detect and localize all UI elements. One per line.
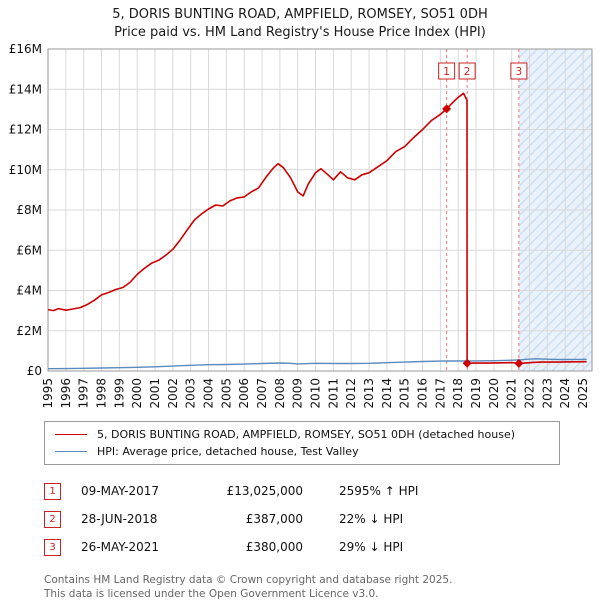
legend-entry-hpi: HPI: Average price, detached house, Test… (55, 443, 549, 460)
sale-date: 26-MAY-2021 (81, 540, 160, 555)
sale-marker-2: 2 (44, 510, 61, 528)
transactions-table: 1 09-MAY-2017 £13,025,000 2595% ↑ HPI 2 … (44, 477, 600, 561)
x-axis-tick-label: 2022 (523, 378, 537, 409)
chart-header: 5, DORIS BUNTING ROAD, AMPFIELD, ROMSEY,… (0, 0, 600, 41)
x-axis-tick-label: 2014 (380, 378, 394, 409)
price-history-chart: 1 2 3 £0 £2M £4M £6M £8M £10M £12M £14M £16M 1995 199… (9, 42, 593, 409)
legend-label-property: 5, DORIS BUNTING ROAD, AMPFIELD, ROMSEY,… (97, 428, 516, 442)
x-axis-tick-label: 2020 (487, 378, 501, 409)
sale-date: 09-MAY-2017 (81, 484, 160, 499)
x-axis-tick-label: 1998 (95, 378, 109, 409)
sale-price: £387,000 (245, 512, 303, 527)
x-axis-tick-label: 2016 (416, 378, 430, 409)
legend: 5, DORIS BUNTING ROAD, AMPFIELD, ROMSEY,… (44, 421, 560, 466)
x-axis-tick-label: 1999 (112, 378, 126, 409)
property-price-line (47, 92, 587, 365)
sale-marker-1: 1 (44, 482, 61, 500)
sale-point-diamond (514, 358, 524, 368)
x-axis-tick-label: 2000 (130, 378, 144, 409)
legend-label-hpi: HPI: Average price, detached house, Test… (97, 445, 359, 459)
y-axis-tick-label: £4M (16, 284, 42, 298)
x-axis-tick-label: 2023 (540, 378, 554, 409)
sale-hpi-delta: 22% ↓ HPI (339, 512, 404, 527)
x-axis-tick-label: 1996 (59, 378, 73, 409)
license-footer: Contains HM Land Registry data © Crown c… (44, 573, 600, 601)
x-axis-tick-label: 2009 (291, 378, 305, 409)
x-axis-tick-label: 1995 (41, 378, 55, 409)
footer-line-1: Contains HM Land Registry data © Crown c… (44, 574, 453, 587)
sale-marker-3: 3 (44, 538, 61, 556)
x-axis-tick-label: 2015 (398, 378, 412, 409)
x-axis-tick-label: 2011 (326, 378, 340, 409)
x-axis-tick-label: 2024 (558, 378, 572, 409)
x-axis-tick-label: 2001 (148, 378, 162, 409)
y-axis-tick-label: £6M (16, 243, 42, 257)
sale-point-diamond (442, 104, 452, 114)
y-axis-tick-label: £0 (27, 364, 42, 378)
sale-marker-number: 2 (464, 66, 471, 78)
x-axis-tick-label: 2017 (433, 378, 447, 409)
footer-line-2: This data is licensed under the Open Gov… (44, 588, 379, 601)
sale-price: £13,025,000 (226, 484, 303, 499)
property-line-sample-icon (55, 434, 87, 436)
x-axis-tick-label: 2012 (344, 378, 358, 409)
sale-hpi-delta: 2595% ↑ HPI (339, 484, 419, 499)
hpi-line (47, 358, 587, 370)
sale-date: 28-JUN-2018 (81, 512, 158, 527)
sale-marker-box (458, 62, 476, 80)
x-axis-tick-label: 2019 (469, 378, 483, 409)
y-axis-tick-label: £2M (16, 324, 42, 338)
sale-hpi-delta: 29% ↓ HPI (339, 540, 404, 555)
x-axis-tick-label: 2006 (237, 378, 251, 409)
x-axis-tick-label: 2010 (309, 378, 323, 409)
legend-entry-property: 5, DORIS BUNTING ROAD, AMPFIELD, ROMSEY,… (55, 426, 549, 443)
table-row: 2 28-JUN-2018 £387,000 22% ↓ HPI (44, 505, 600, 533)
sale-marker-box (438, 62, 456, 80)
table-row: 3 26-MAY-2021 £380,000 29% ↓ HPI (44, 533, 600, 561)
x-axis-tick-label: 2004 (202, 378, 216, 409)
sale-price: £380,000 (245, 540, 303, 555)
y-axis-tick-label: £14M (9, 82, 42, 96)
table-row: 1 09-MAY-2017 £13,025,000 2595% ↑ HPI (44, 477, 600, 505)
y-axis-tick-label: £16M (9, 42, 42, 56)
y-axis-tick-label: £8M (16, 203, 42, 217)
x-axis-tick-label: 2008 (273, 378, 287, 409)
x-axis-tick-label: 1997 (77, 378, 91, 409)
plot-border (47, 48, 593, 372)
x-axis-tick-label: 2002 (166, 378, 180, 409)
x-axis-tick-label: 2025 (576, 378, 590, 409)
hpi-line-sample-icon (55, 451, 87, 453)
y-axis-tick-label: £12M (9, 123, 42, 137)
x-axis-tick-label: 2013 (362, 378, 376, 409)
x-axis-tick-label: 2005 (219, 378, 233, 409)
x-axis-tick-label: 2007 (255, 378, 269, 409)
page-title: 5, DORIS BUNTING ROAD, AMPFIELD, ROMSEY,… (112, 7, 488, 22)
y-axis-tick-label: £10M (9, 163, 42, 177)
x-axis-tick-label: 2018 (451, 378, 465, 409)
sale-marker-number: 1 (443, 66, 450, 78)
sale-marker-box (510, 62, 528, 80)
sale-point-diamond (462, 358, 472, 368)
sale-marker-number: 3 (516, 66, 523, 78)
x-axis-tick-label: 2021 (505, 378, 519, 409)
page-subtitle: Price paid vs. HM Land Registry's House … (114, 24, 486, 40)
x-axis-tick-label: 2003 (184, 378, 198, 409)
